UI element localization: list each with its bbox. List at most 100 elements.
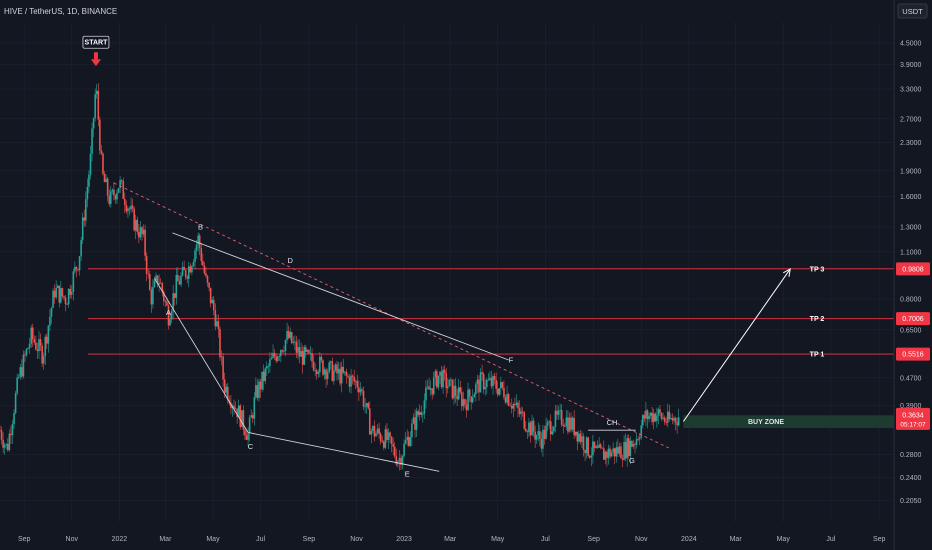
candle-body (120, 180, 123, 182)
candle-body (344, 371, 346, 373)
candle-body (677, 417, 680, 426)
candle-body (172, 293, 174, 312)
candle-body (529, 422, 532, 436)
candle-body (239, 405, 242, 427)
candle-body (253, 397, 256, 419)
candle-body (80, 240, 82, 257)
projection-arrow (682, 268, 791, 422)
candle-body (197, 235, 199, 245)
candle-body (489, 377, 491, 380)
candle-body (10, 433, 12, 436)
candle-body (336, 364, 338, 374)
candle-body (0, 430, 1, 432)
y-tick-label: 1.6000 (900, 194, 922, 201)
y-tick-label: 2.3000 (900, 140, 922, 147)
candle-body (0, 430, 3, 440)
x-tick-label: Nov (66, 536, 79, 543)
candle-body (241, 410, 243, 427)
wave-label: G (629, 456, 635, 465)
wave-label: B (198, 222, 203, 231)
candle-body (545, 425, 547, 439)
candle-body (404, 440, 407, 444)
candle-body (626, 438, 629, 459)
candle-body (320, 356, 323, 361)
chart-grid (0, 22, 894, 522)
currency-button[interactable]: USDT (897, 3, 928, 19)
candle-body (414, 417, 416, 430)
candle-body (390, 436, 393, 445)
candle-body (612, 448, 614, 453)
candle-body (570, 417, 572, 430)
candle-body (211, 299, 213, 304)
x-tick-label: Mar (730, 536, 743, 543)
candle-body (662, 417, 664, 419)
candle-body (376, 428, 379, 434)
candle-body (251, 415, 254, 419)
candle-body (278, 356, 281, 357)
target-price-badge-text: 0.5516 (902, 352, 924, 359)
x-tick-label: Sep (18, 536, 31, 543)
candle-body (144, 229, 146, 256)
candle-body (524, 428, 527, 432)
candle-body (556, 410, 558, 415)
candle-body (189, 266, 192, 273)
start-arrow-shaft (93, 52, 98, 60)
candle-body (314, 370, 316, 372)
candle-body (453, 385, 455, 399)
candle-body (565, 417, 568, 427)
target-price-badge-text: 0.9808 (902, 266, 924, 273)
candle-body (593, 441, 596, 448)
price-axis[interactable]: 4.5000 3.9000 3.3000 2.7000 2.3000 1.9000 1.60… (900, 41, 922, 506)
candle-body (446, 386, 449, 389)
candle-body (74, 266, 76, 272)
candle-body (329, 361, 332, 363)
candle-body (102, 153, 104, 174)
candle-body (24, 354, 26, 356)
candle-body (464, 399, 466, 405)
candle-body (415, 411, 418, 430)
candle-body (617, 447, 619, 454)
candle-body (300, 351, 302, 357)
candle-body (554, 410, 557, 427)
candle-body (468, 389, 471, 397)
candle-body (412, 417, 415, 424)
candle-body (294, 341, 296, 343)
candle-body (393, 446, 396, 457)
candle-body (287, 330, 290, 338)
candle-body (119, 180, 121, 189)
wedge-left-line (154, 278, 249, 433)
candle-body (592, 441, 594, 456)
candle-body (35, 342, 37, 350)
candle-body (180, 275, 182, 285)
candle-body (47, 325, 50, 344)
target-price-badge (896, 312, 930, 326)
current-price-badge (896, 407, 930, 430)
candle-body (596, 446, 599, 448)
current-price-text: 0.3634 (902, 412, 924, 419)
candle-body (270, 357, 273, 360)
candle-body (248, 417, 251, 434)
candle-body (542, 429, 544, 449)
candle-body (192, 261, 195, 267)
candle-body (654, 413, 657, 422)
candle-body (275, 356, 277, 361)
time-axis[interactable]: Sep Nov 2022 Mar May Jul Sep Nov 2023 Mar May Jul Se… (18, 536, 886, 543)
candle-body (69, 288, 72, 295)
candle-body (568, 417, 571, 432)
candle-body (337, 368, 340, 374)
candle-body (514, 404, 516, 406)
candle-body (85, 199, 87, 221)
candle-body (599, 444, 602, 448)
candle-body (383, 441, 385, 448)
candle-body (351, 375, 354, 377)
candle-body (312, 361, 315, 371)
candle-body (496, 388, 499, 395)
candle-body (42, 356, 45, 364)
candle-body (11, 424, 14, 436)
candle-body (83, 217, 86, 221)
candle-body (663, 417, 666, 422)
candle-body (116, 192, 118, 200)
candle-body (473, 394, 476, 398)
wave-label: A (166, 308, 171, 317)
